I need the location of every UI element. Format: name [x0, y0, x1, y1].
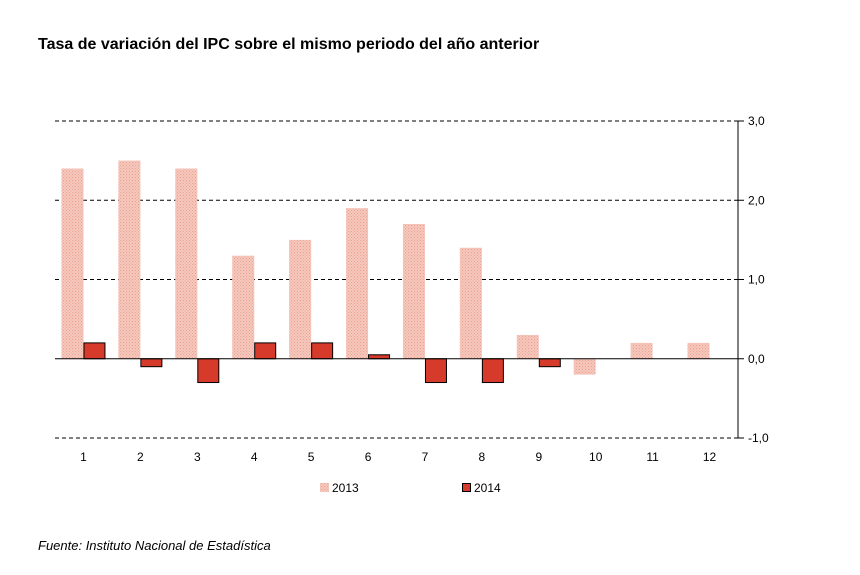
x-tick-label: 7 [422, 450, 429, 464]
bar-2013 [687, 342, 710, 359]
bar-2014 [311, 342, 334, 360]
bar-2013 [573, 358, 596, 375]
bar-2014 [368, 354, 391, 360]
x-tick-label: 9 [535, 450, 542, 464]
axes: 3,02,01,00,0-1,01 2 3 4 5 6 7 8 9 10 11 12 [55, 114, 769, 464]
bar-2014 [254, 342, 277, 360]
legend-swatch-2013 [320, 483, 329, 492]
x-tick-label: 5 [308, 450, 315, 464]
bar-2013 [459, 247, 482, 359]
x-tick-label: 2 [137, 450, 144, 464]
bar-2014 [481, 358, 504, 384]
x-tick-label: 1 [80, 450, 87, 464]
bar-2013 [289, 239, 312, 359]
x-tick-label: 8 [479, 450, 486, 464]
legend: 2013 2014 [320, 481, 501, 495]
bar-2014 [424, 358, 447, 384]
bar-2013 [118, 160, 141, 359]
bar-2014 [538, 358, 561, 368]
y-tick-label: 2,0 [748, 193, 765, 207]
legend-label: 2013 [332, 481, 359, 495]
bar-2013 [630, 342, 653, 359]
bar-2014 [140, 358, 163, 368]
x-tick-label: 4 [251, 450, 258, 464]
bars [61, 160, 710, 384]
x-tick-label: 3 [194, 450, 201, 464]
y-tick-label: 3,0 [748, 114, 765, 128]
x-tick-label: 10 [589, 450, 603, 464]
x-tick-label: 11 [646, 450, 659, 464]
bar-2013 [61, 168, 84, 359]
gridlines [55, 120, 738, 439]
y-tick-label: 0,0 [748, 352, 765, 366]
bar-2013 [402, 224, 425, 359]
bar-2013 [232, 255, 255, 359]
y-tick-label: -1,0 [748, 431, 769, 445]
bar-2014 [197, 358, 220, 384]
bar-2013 [175, 168, 198, 359]
x-tick-label: 6 [365, 450, 372, 464]
y-tick-label: 1,0 [748, 273, 765, 287]
bar-2013 [516, 334, 539, 359]
bar-2014 [83, 342, 106, 360]
x-tick-label: 12 [703, 450, 717, 464]
legend-swatch-2014 [462, 483, 471, 492]
legend-label: 2014 [474, 481, 501, 495]
bar-2013 [346, 208, 369, 359]
chart-title: Tasa de variación del IPC sobre el mismo… [38, 36, 540, 53]
source-note: Fuente: Instituto Nacional de Estadístic… [38, 538, 271, 553]
